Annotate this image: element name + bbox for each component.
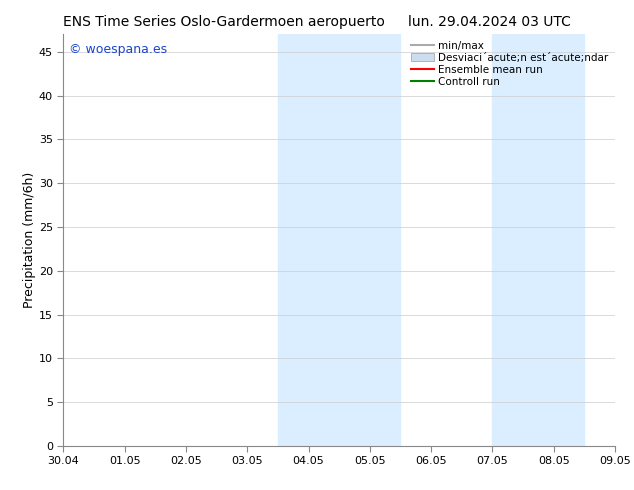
Text: lun. 29.04.2024 03 UTC: lun. 29.04.2024 03 UTC [408,15,571,29]
Y-axis label: Precipitation (mm/6h): Precipitation (mm/6h) [23,172,36,308]
Bar [278,34,401,446]
Legend: min/max, Desviaci´acute;n est´acute;ndar, Ensemble mean run, Controll run: min/max, Desviaci´acute;n est´acute;ndar… [410,40,610,88]
Text: ENS Time Series Oslo-Gardermoen aeropuerto: ENS Time Series Oslo-Gardermoen aeropuer… [63,15,385,29]
Bar [493,34,585,446]
Text: © woespana.es: © woespana.es [69,43,167,55]
